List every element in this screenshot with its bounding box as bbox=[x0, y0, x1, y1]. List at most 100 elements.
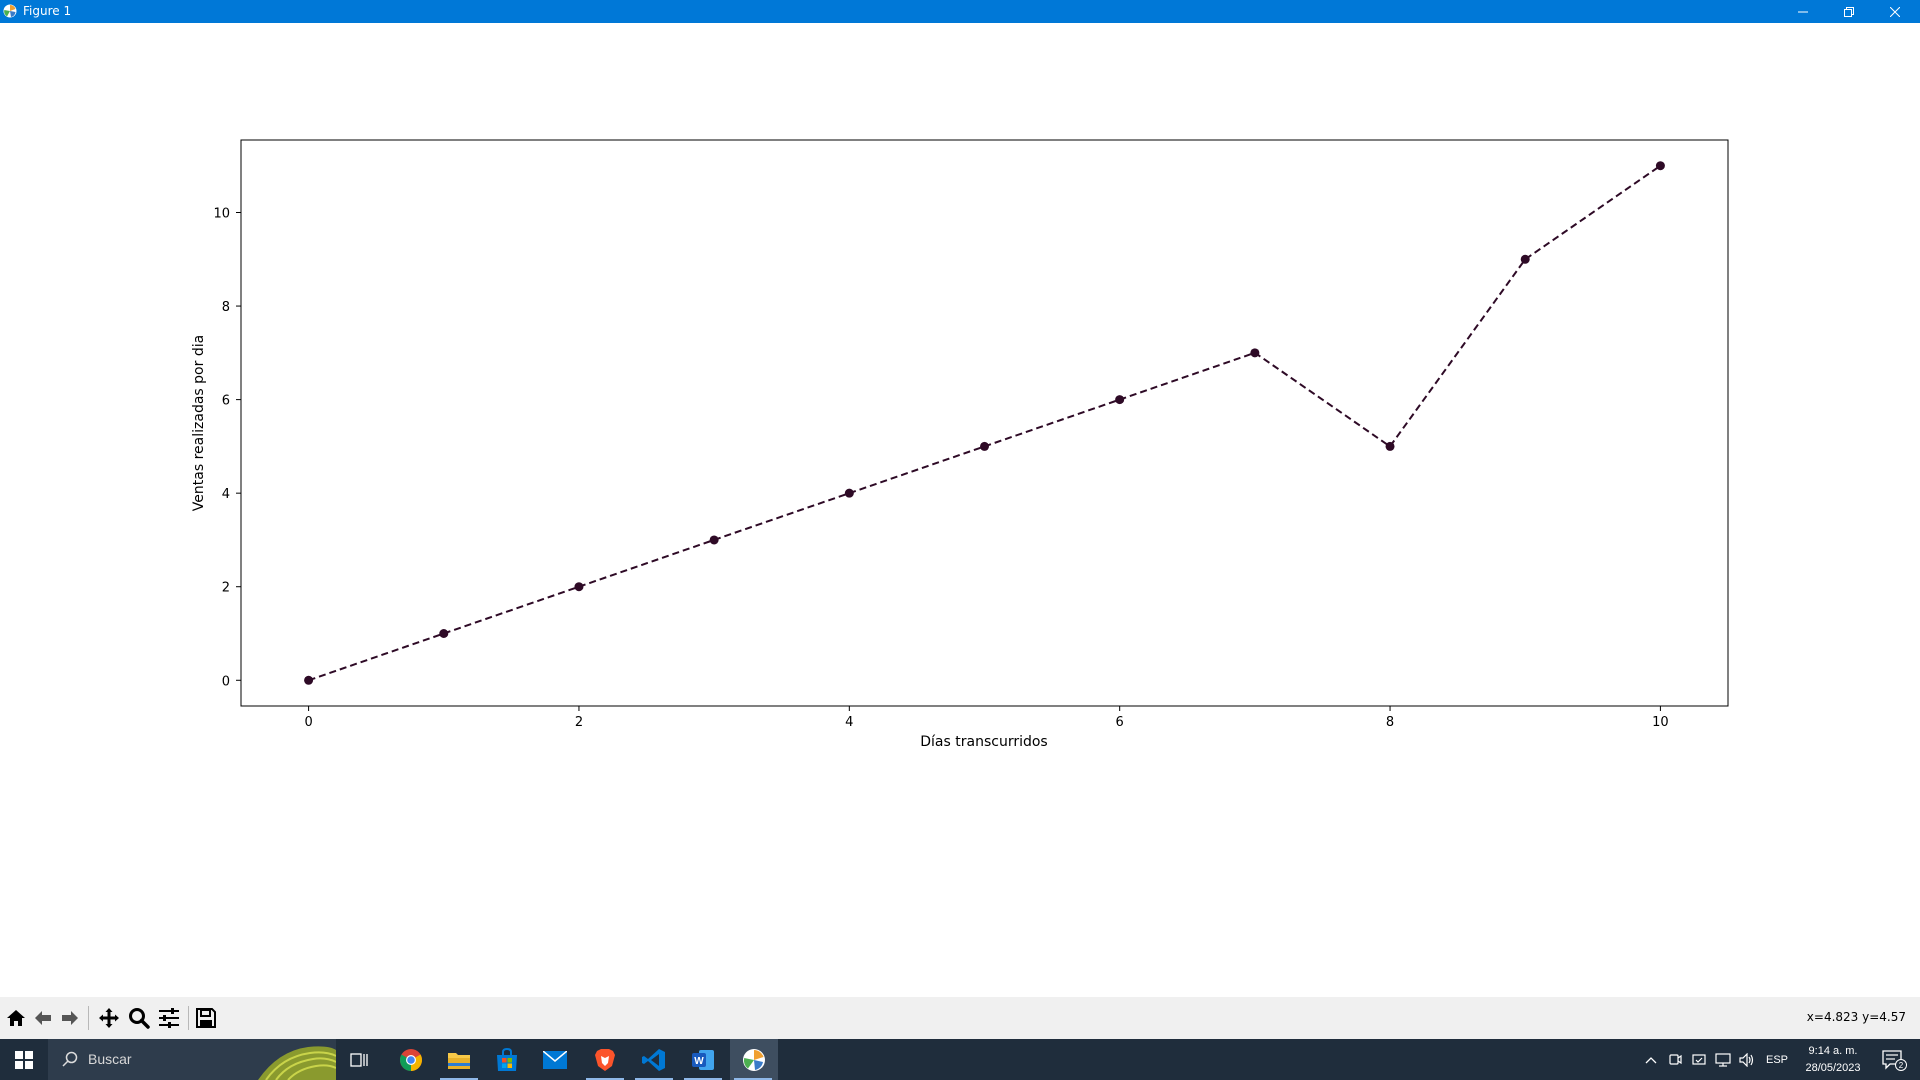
configure-subplots-icon bbox=[159, 1008, 179, 1028]
matplotlib-icon bbox=[743, 1048, 765, 1071]
start-button[interactable] bbox=[0, 1039, 47, 1080]
forward-button[interactable] bbox=[58, 1006, 82, 1030]
figure-canvas[interactable]: 0 2 4 6 8 10 0 2 4 6 8 10 Días transcurridos Venta… bbox=[0, 23, 1920, 997]
pan-button[interactable] bbox=[97, 1006, 121, 1030]
taskbar-word[interactable]: W bbox=[680, 1039, 726, 1080]
zoom-icon bbox=[129, 1008, 150, 1029]
data-point bbox=[439, 628, 449, 638]
tray-notifications[interactable]: 2 bbox=[1874, 1039, 1914, 1080]
forward-icon bbox=[62, 1011, 78, 1025]
home-button[interactable] bbox=[4, 1006, 28, 1030]
search-placeholder: Buscar bbox=[88, 1051, 132, 1067]
windows-logo-icon bbox=[14, 1050, 33, 1069]
svg-text:W: W bbox=[694, 1056, 704, 1067]
zoom-button[interactable] bbox=[127, 1006, 151, 1030]
chevron-up-icon bbox=[1645, 1056, 1657, 1063]
x-tick-label: 0 bbox=[304, 715, 312, 730]
back-icon bbox=[35, 1011, 51, 1025]
x-tick-label: 4 bbox=[845, 715, 853, 730]
vscode-icon bbox=[642, 1048, 665, 1071]
data-point bbox=[574, 582, 584, 592]
x-tick-label: 8 bbox=[1386, 715, 1394, 730]
word-icon: W bbox=[692, 1049, 714, 1070]
x-tick-label: 2 bbox=[575, 715, 583, 730]
taskbar-search-box[interactable]: Buscar bbox=[48, 1039, 336, 1080]
save-button[interactable] bbox=[194, 1006, 218, 1030]
taskbar-matplotlib-figure[interactable] bbox=[730, 1039, 778, 1080]
back-button[interactable] bbox=[31, 1006, 55, 1030]
store-icon bbox=[497, 1047, 517, 1071]
line-chart[interactable]: 0 2 4 6 8 10 0 2 4 6 8 10 Días transcurridos Venta… bbox=[0, 23, 1920, 997]
meet-now-icon bbox=[1669, 1053, 1682, 1065]
tray-security[interactable] bbox=[1688, 1039, 1710, 1080]
notification-count: 2 bbox=[1899, 1061, 1904, 1070]
minimize-button[interactable] bbox=[1780, 0, 1826, 23]
tray-volume[interactable] bbox=[1736, 1039, 1758, 1080]
home-icon bbox=[7, 1010, 25, 1026]
data-point bbox=[1115, 395, 1125, 405]
window-titlebar: Figure 1 bbox=[0, 0, 1920, 23]
network-icon bbox=[1715, 1052, 1731, 1067]
clock-date: 28/05/2023 bbox=[1805, 1062, 1861, 1074]
tray-clock[interactable]: 9:14 a. m. 28/05/2023 bbox=[1796, 1043, 1870, 1077]
task-view-icon bbox=[350, 1052, 368, 1067]
taskbar-store[interactable] bbox=[484, 1039, 530, 1080]
series-markers bbox=[304, 161, 1665, 685]
restore-icon bbox=[1844, 6, 1854, 17]
data-point bbox=[1655, 161, 1665, 171]
taskbar-chrome[interactable] bbox=[388, 1039, 434, 1080]
restore-button[interactable] bbox=[1826, 0, 1872, 23]
minimize-icon bbox=[1798, 11, 1808, 12]
tray-input-language[interactable]: ESP bbox=[1762, 1039, 1792, 1080]
tray-network[interactable] bbox=[1712, 1039, 1734, 1080]
pan-icon bbox=[99, 1008, 119, 1028]
y-tick-label: 8 bbox=[222, 300, 230, 315]
mail-icon bbox=[543, 1050, 567, 1069]
taskbar-brave[interactable] bbox=[582, 1039, 628, 1080]
taskbar-task-view[interactable] bbox=[336, 1039, 382, 1080]
y-axis-label: Ventas realizadas por dia bbox=[191, 335, 207, 511]
search-icon bbox=[62, 1051, 78, 1067]
input-language-label: ESP bbox=[1765, 1053, 1788, 1066]
y-tick-label: 6 bbox=[222, 394, 230, 409]
y-tick-label: 2 bbox=[222, 581, 230, 596]
navigation-toolbar: x=4.823 y=4.57 bbox=[0, 997, 1920, 1039]
cursor-coordinates: x=4.823 y=4.57 bbox=[1806, 1010, 1906, 1024]
plot-area bbox=[240, 139, 1729, 707]
data-point bbox=[304, 675, 314, 685]
y-tick-label: 4 bbox=[222, 487, 230, 502]
windows-taskbar: Buscar bbox=[0, 1039, 1920, 1080]
y-tick-label: 0 bbox=[222, 674, 230, 689]
data-point bbox=[1520, 254, 1530, 264]
file-explorer-icon bbox=[448, 1052, 470, 1069]
x-tick-label: 10 bbox=[1652, 715, 1669, 730]
y-axis-ticks: 0 2 4 6 8 10 bbox=[213, 207, 241, 689]
data-point bbox=[1385, 441, 1395, 451]
x-axis-label: Días transcurridos bbox=[920, 734, 1047, 750]
data-point bbox=[844, 488, 854, 498]
tray-meet-now[interactable] bbox=[1664, 1039, 1686, 1080]
matplotlib-logo-icon bbox=[3, 4, 17, 18]
data-point bbox=[1250, 348, 1260, 358]
chrome-icon bbox=[400, 1048, 422, 1071]
configure-subplots-button[interactable] bbox=[157, 1006, 181, 1030]
save-icon bbox=[196, 1008, 216, 1028]
data-point bbox=[980, 441, 989, 451]
close-icon bbox=[1890, 6, 1900, 17]
search-highlight-art-icon bbox=[258, 1046, 336, 1080]
close-button[interactable] bbox=[1872, 0, 1918, 23]
taskbar-mail[interactable] bbox=[532, 1039, 578, 1080]
window-title: Figure 1 bbox=[23, 4, 72, 18]
data-point bbox=[709, 535, 719, 545]
brave-icon bbox=[595, 1048, 615, 1071]
y-tick-label: 10 bbox=[213, 207, 230, 222]
clock-time: 9:14 a. m. bbox=[1808, 1045, 1858, 1057]
notification-icon: 2 bbox=[1882, 1049, 1907, 1071]
taskbar-file-explorer[interactable] bbox=[436, 1039, 482, 1080]
volume-icon bbox=[1739, 1052, 1754, 1067]
x-tick-label: 6 bbox=[1116, 715, 1124, 730]
taskbar-vscode[interactable] bbox=[631, 1039, 677, 1080]
security-icon bbox=[1692, 1053, 1706, 1065]
x-axis-ticks: 0 2 4 6 8 10 bbox=[304, 706, 1669, 730]
tray-show-hidden[interactable] bbox=[1640, 1039, 1662, 1080]
